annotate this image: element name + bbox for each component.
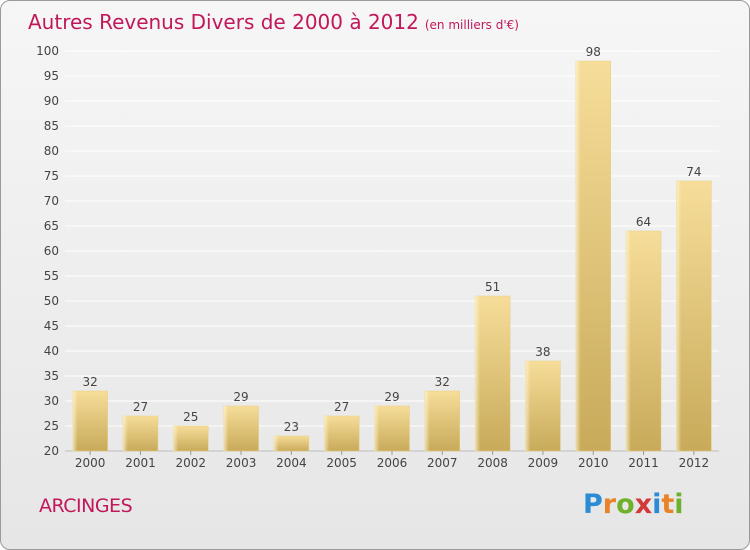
bar <box>72 390 108 452</box>
data-label: 29 <box>384 390 399 404</box>
bar <box>223 405 259 452</box>
y-tick-label: 90 <box>44 94 59 108</box>
data-label: 27 <box>334 400 349 414</box>
data-label: 64 <box>636 215 651 229</box>
x-tick-label: 2009 <box>528 456 559 470</box>
bar-highlight <box>324 416 330 451</box>
bar <box>525 360 561 452</box>
logo-letter: r <box>602 489 617 520</box>
y-tick-label: 75 <box>44 169 59 183</box>
bar-highlight <box>223 406 229 451</box>
bar <box>676 180 712 452</box>
data-label: 32 <box>83 375 98 389</box>
logo-letter: t <box>661 489 675 520</box>
data-label: 98 <box>586 45 601 59</box>
x-tick-label: 2011 <box>628 456 659 470</box>
y-tick-label: 100 <box>36 44 59 58</box>
bar-highlight <box>424 391 430 451</box>
y-tick-label: 95 <box>44 69 59 83</box>
y-tick-label: 85 <box>44 119 59 133</box>
bar <box>625 230 662 452</box>
bar-highlight <box>475 296 481 451</box>
bar <box>122 415 159 452</box>
y-tick-label: 65 <box>44 219 59 233</box>
x-tick-label: 2010 <box>578 456 609 470</box>
bar-highlight <box>122 416 128 451</box>
y-tick-label: 40 <box>44 344 59 358</box>
x-tick-label: 2008 <box>477 456 508 470</box>
x-tick-label: 2002 <box>175 456 206 470</box>
bar-highlight <box>525 361 531 451</box>
x-tick-label: 2006 <box>377 456 408 470</box>
y-axis: 20 25 30 35 40 45 50 55 60 65 70 75 80 85 90 95 100 <box>36 44 59 458</box>
bar-highlight <box>626 231 632 451</box>
y-tick-label: 60 <box>44 244 59 258</box>
y-tick-label: 25 <box>44 419 59 433</box>
bar <box>323 415 360 452</box>
x-tick-label: 2005 <box>326 456 357 470</box>
logo-letter: i <box>652 489 662 520</box>
title-text: Autres Revenus Divers de 2000 à 2012 <box>28 10 419 34</box>
bar-highlight <box>273 436 279 451</box>
data-label: 74 <box>686 165 701 179</box>
commune-name: ARCINGES <box>39 495 133 517</box>
y-tick-label: 35 <box>44 369 59 383</box>
bar <box>474 295 511 452</box>
data-label: 51 <box>485 280 500 294</box>
x-tick-label: 2007 <box>427 456 458 470</box>
x-tick-label: 2012 <box>679 456 710 470</box>
bar-highlight <box>676 181 682 451</box>
chart-title: Autres Revenus Divers de 2000 à 2012 (en … <box>28 10 519 34</box>
y-tick-label: 20 <box>44 444 59 458</box>
y-tick-label: 30 <box>44 394 59 408</box>
title-unit: (en milliers d'€) <box>424 18 519 32</box>
bars <box>72 60 712 452</box>
data-label: 27 <box>133 400 148 414</box>
data-label: 29 <box>233 390 248 404</box>
data-label: 32 <box>435 375 450 389</box>
data-label: 23 <box>284 420 299 434</box>
x-tick-label: 2003 <box>226 456 257 470</box>
y-tick-label: 55 <box>44 269 59 283</box>
x-tick-label: 2004 <box>276 456 307 470</box>
logo-letter: x <box>634 489 653 520</box>
y-tick-label: 50 <box>44 294 59 308</box>
bar <box>424 390 461 452</box>
bar-highlight <box>575 61 581 451</box>
x-tick-label: 2000 <box>75 456 106 470</box>
logo-letter: o <box>616 489 635 520</box>
x-tick-label: 2001 <box>125 456 156 470</box>
y-tick-label: 70 <box>44 194 59 208</box>
bar <box>575 60 611 452</box>
bar-highlight <box>374 406 380 451</box>
bar <box>273 435 310 452</box>
bar <box>173 425 209 452</box>
x-axis: 2000 2001 2002 2003 2004 2005 2006 2007 2008 2009… <box>75 451 709 470</box>
bar <box>374 405 410 452</box>
logo-letter: i <box>674 489 684 520</box>
data-labels: 32 27 25 29 23 27 29 32 51 38 98 64 74 <box>83 45 702 434</box>
data-label: 38 <box>535 345 550 359</box>
y-tick-label: 80 <box>44 144 59 158</box>
bar-highlight <box>173 426 179 451</box>
logo-letter: P <box>583 489 603 520</box>
proxiti-logo: Proxiti <box>583 489 684 520</box>
y-tick-label: 45 <box>44 319 59 333</box>
data-label: 25 <box>183 410 198 424</box>
bar-highlight <box>72 391 78 451</box>
